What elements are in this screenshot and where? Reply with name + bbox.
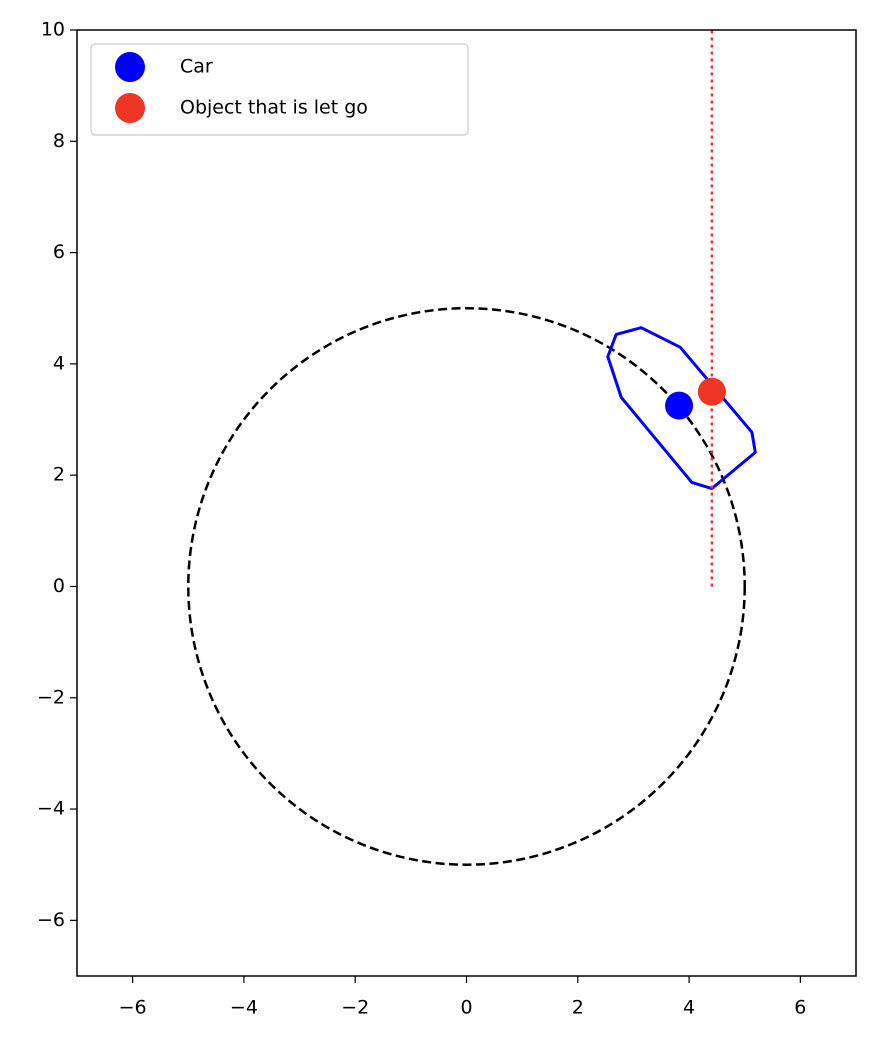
x-tick-label: 4 bbox=[683, 997, 695, 1019]
y-tick-label: 4 bbox=[53, 352, 65, 374]
car-outline bbox=[606, 326, 757, 491]
point bbox=[665, 391, 694, 420]
x-tick-label: −2 bbox=[341, 997, 369, 1019]
point bbox=[697, 377, 726, 406]
y-tick-label: −2 bbox=[37, 686, 65, 708]
legend-label: Car bbox=[180, 56, 213, 78]
y-tick-label: −6 bbox=[37, 909, 65, 931]
legend-marker bbox=[115, 93, 145, 123]
plot-frame bbox=[76, 29, 857, 977]
track-circle bbox=[187, 306, 746, 866]
legend-label: Object that is let go bbox=[180, 97, 368, 119]
y-tick-label: 8 bbox=[53, 130, 65, 152]
legend-marker bbox=[115, 52, 145, 82]
y-tick-label: 10 bbox=[41, 19, 65, 41]
legend-box bbox=[90, 43, 469, 136]
y-tick-label: 2 bbox=[53, 464, 65, 486]
y-tick-label: −4 bbox=[37, 798, 65, 820]
y-tick-label: 0 bbox=[53, 575, 65, 597]
x-tick-label: 0 bbox=[460, 997, 472, 1019]
x-tick-label: −4 bbox=[230, 997, 258, 1019]
x-tick-label: 2 bbox=[572, 997, 584, 1019]
x-tick-label: 6 bbox=[794, 997, 806, 1019]
x-tick-label: −6 bbox=[119, 997, 147, 1019]
y-tick-label: 6 bbox=[53, 241, 65, 263]
